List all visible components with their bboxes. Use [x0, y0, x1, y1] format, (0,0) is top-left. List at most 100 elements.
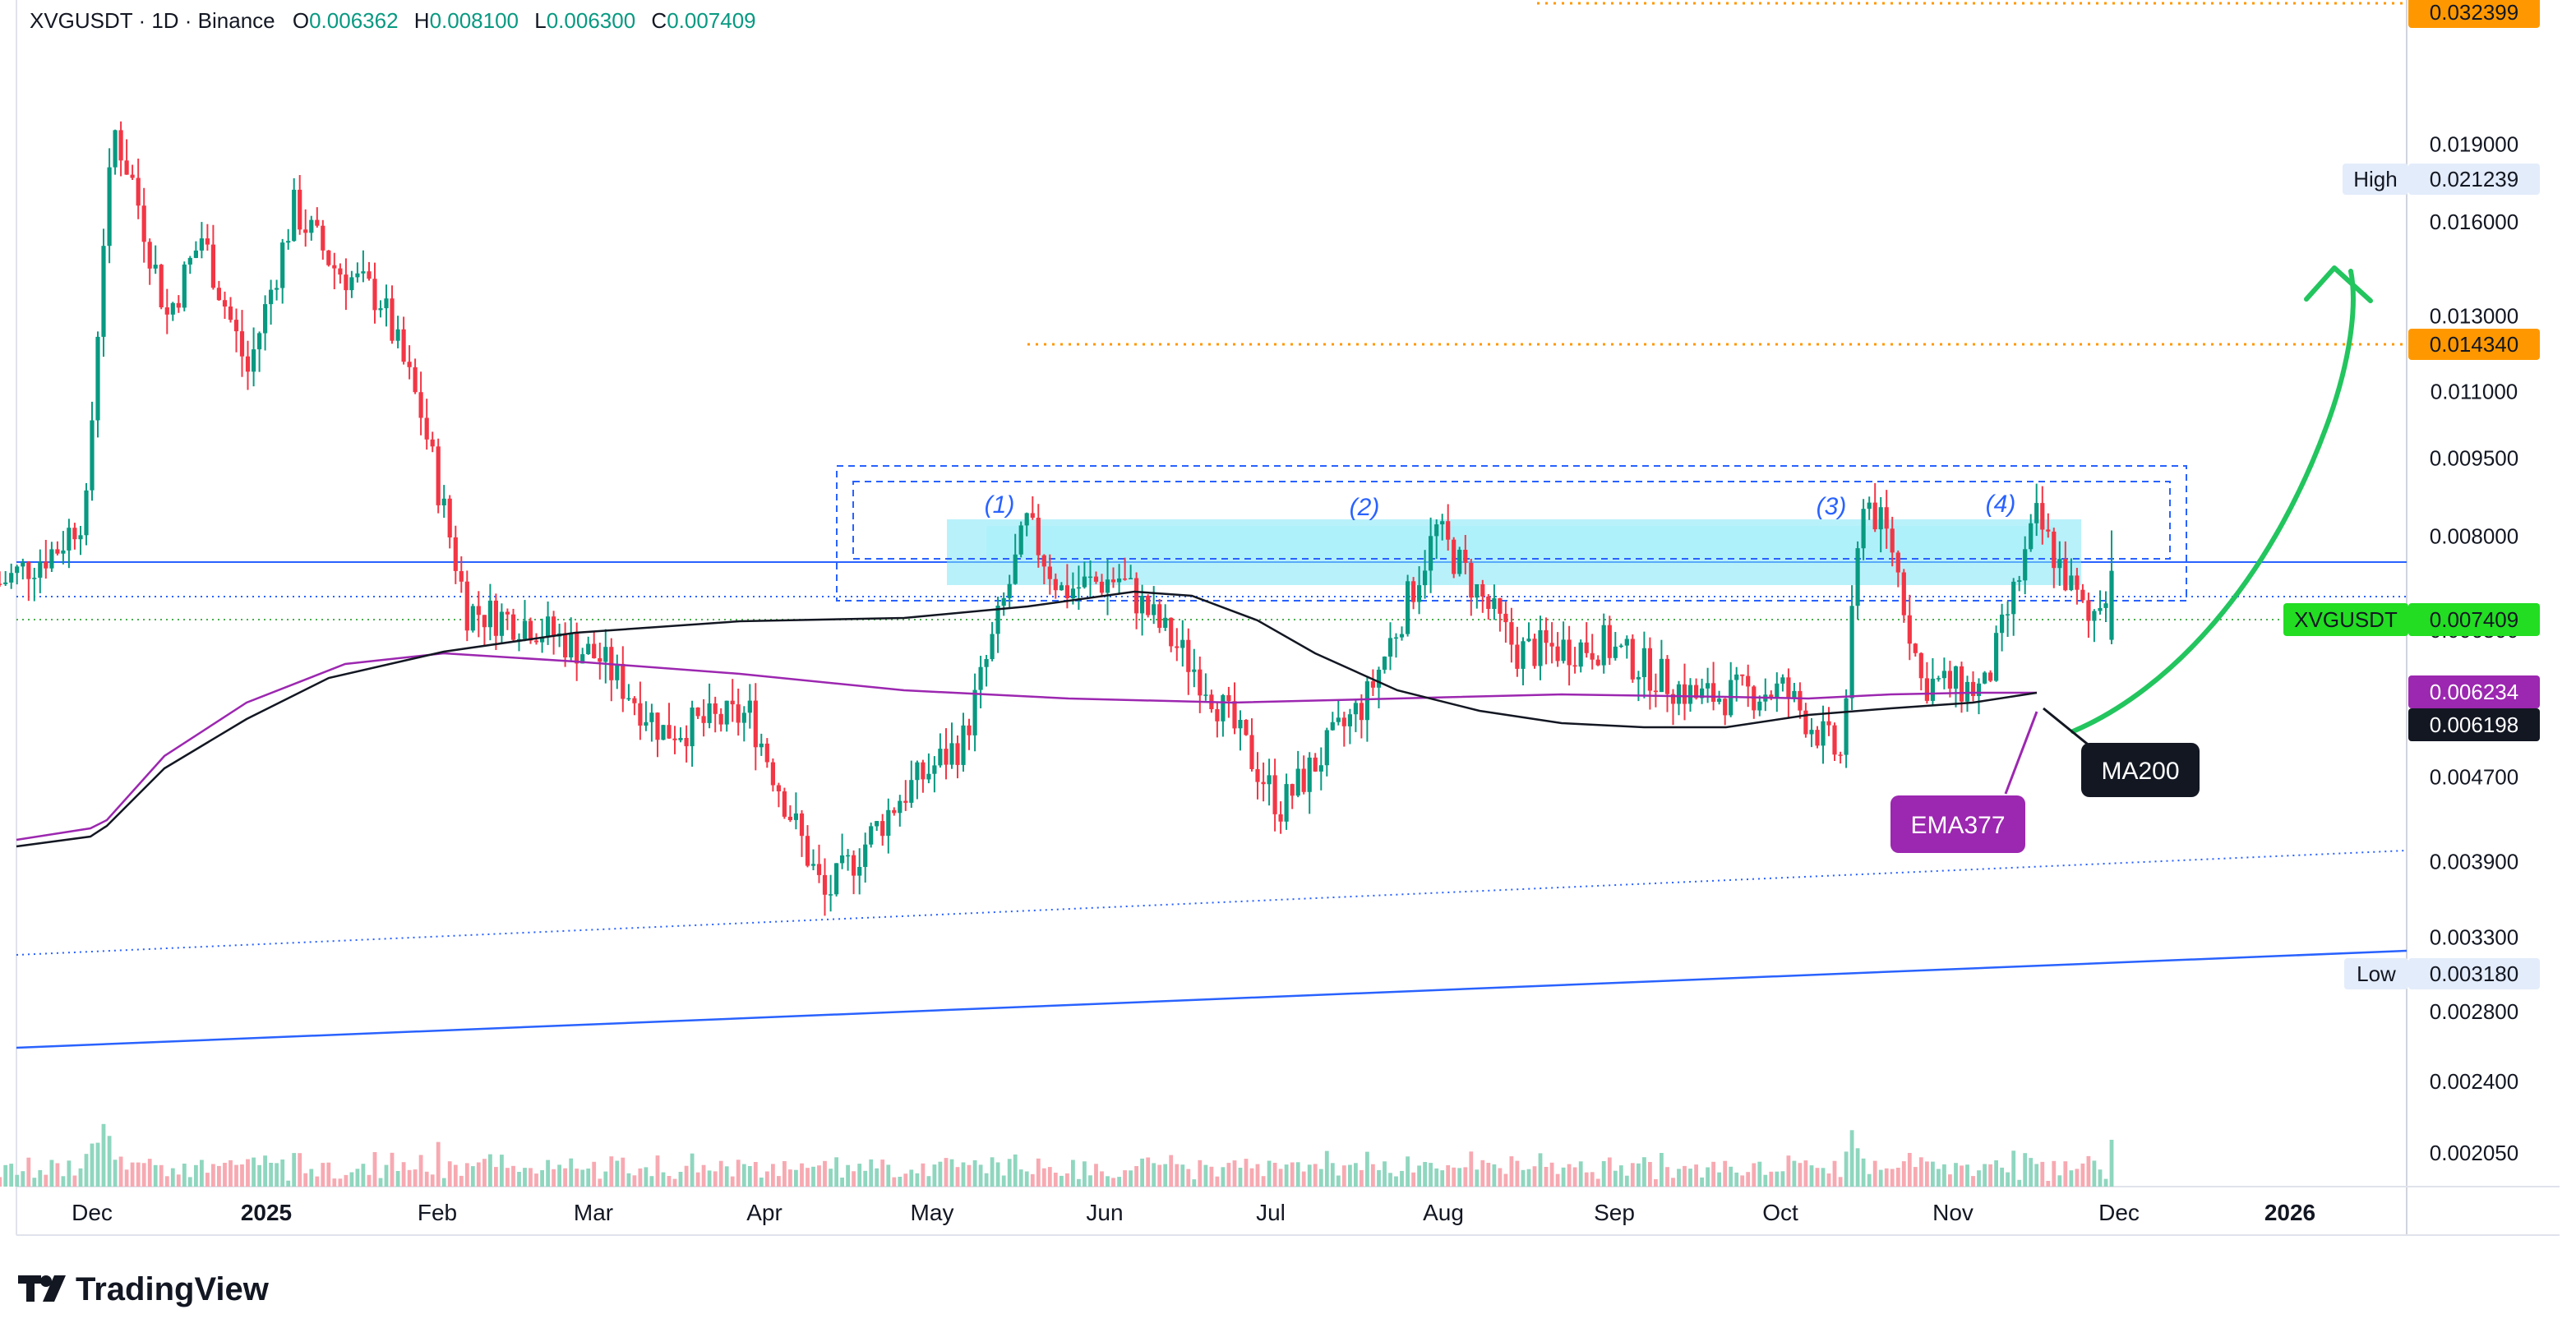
- volume-bar: [1798, 1163, 1803, 1187]
- candle: [1387, 622, 1393, 671]
- volume-bar: [3, 1164, 8, 1187]
- candle: [1947, 661, 1952, 698]
- tradingview-logo[interactable]: TradingView: [18, 1271, 270, 1307]
- volume-bar: [1400, 1170, 1404, 1187]
- volume-bar: [2040, 1161, 2045, 1187]
- candle: [1353, 700, 1358, 732]
- volume-bar: [777, 1176, 781, 1187]
- volume-bar: [1018, 1169, 1023, 1187]
- volume-bar: [107, 1136, 112, 1187]
- candle: [1780, 674, 1785, 692]
- volume-bar: [921, 1163, 926, 1187]
- volume-bar: [506, 1168, 510, 1187]
- candle: [592, 631, 597, 659]
- candle: [1423, 550, 1428, 599]
- candle: [1734, 666, 1739, 702]
- candle: [713, 696, 718, 733]
- volume-bar: [2006, 1172, 2010, 1187]
- volume-bar: [182, 1164, 187, 1187]
- candle: [384, 284, 389, 327]
- candle: [810, 849, 816, 870]
- candle: [1129, 565, 1133, 579]
- close-value: 0.007409: [667, 8, 755, 33]
- candle: [84, 482, 89, 546]
- candle: [1169, 617, 1174, 652]
- volume-bar: [626, 1173, 631, 1187]
- volume-bar: [2109, 1140, 2114, 1187]
- candle: [1607, 615, 1612, 666]
- candle: [1994, 625, 1999, 682]
- volume-bar: [1417, 1165, 1421, 1187]
- volume-bar: [1157, 1164, 1162, 1187]
- candle: [136, 159, 141, 219]
- ma200-line: [16, 590, 2038, 848]
- candle: [1595, 655, 1600, 666]
- volume-bar: [1526, 1169, 1531, 1187]
- candle: [332, 252, 337, 289]
- volume-bar: [1994, 1160, 1998, 1187]
- volume-bar: [540, 1170, 544, 1187]
- volume-bar: [26, 1157, 31, 1187]
- volume-bar: [1937, 1169, 1941, 1187]
- candle: [1809, 717, 1814, 748]
- candle: [2086, 592, 2091, 639]
- volume-bars: [0, 1123, 2114, 1187]
- volume-bar: [863, 1170, 868, 1187]
- candle: [753, 683, 758, 771]
- volume-bar: [95, 1142, 100, 1187]
- candle: [464, 570, 469, 642]
- candle: [321, 219, 325, 260]
- volume-bar: [1601, 1161, 1606, 1187]
- candle: [972, 673, 977, 752]
- candle: [436, 438, 441, 514]
- candle: [1659, 639, 1664, 693]
- candle: [1901, 569, 1906, 623]
- y-tick-label: 0.016000: [2430, 210, 2518, 234]
- volume-bar: [1711, 1161, 1715, 1187]
- x-tick-label: Oct: [1762, 1200, 1798, 1225]
- volume-bar: [2029, 1158, 2034, 1187]
- candle: [724, 700, 729, 732]
- volume-bar: [38, 1169, 43, 1187]
- volume-bar: [1261, 1176, 1266, 1187]
- volume-bar: [782, 1161, 787, 1187]
- candle: [1382, 656, 1387, 674]
- volume-bar: [2017, 1179, 2022, 1187]
- volume-bar: [955, 1167, 960, 1187]
- volume-bar: [944, 1158, 949, 1187]
- candle: [1330, 712, 1335, 731]
- volume-bar: [632, 1175, 637, 1187]
- candle: [1087, 560, 1093, 598]
- volume-bar: [1838, 1177, 1843, 1187]
- ema377-price-text: 0.006234: [2430, 680, 2518, 704]
- candle: [101, 228, 106, 357]
- volume-bar: [1895, 1168, 1900, 1187]
- volume-bar: [332, 1178, 337, 1187]
- volume-bar: [1267, 1160, 1272, 1187]
- volume-bar: [263, 1155, 267, 1187]
- candle: [1370, 669, 1375, 696]
- candle: [1872, 482, 1877, 532]
- candle: [315, 207, 320, 228]
- candle: [292, 177, 297, 242]
- volume-bar: [1249, 1168, 1254, 1187]
- candle: [1076, 565, 1081, 611]
- candle: [1163, 604, 1168, 631]
- volume-bar: [269, 1163, 273, 1187]
- volume-bar: [1423, 1162, 1427, 1187]
- volume-bar: [1671, 1178, 1675, 1187]
- low-price-text: 0.003180: [2430, 961, 2518, 986]
- candle: [822, 858, 828, 916]
- candle: [372, 262, 377, 324]
- volume-bar: [1146, 1157, 1151, 1187]
- candle: [816, 844, 822, 883]
- volume-bar: [488, 1154, 492, 1187]
- volume-bar: [557, 1164, 561, 1187]
- volume-bar: [141, 1163, 146, 1187]
- candle: [510, 608, 516, 643]
- y-tick-label: 0.013000: [2430, 304, 2518, 329]
- volume-bar: [661, 1172, 666, 1187]
- volume-bar: [67, 1160, 72, 1187]
- candle: [141, 187, 146, 263]
